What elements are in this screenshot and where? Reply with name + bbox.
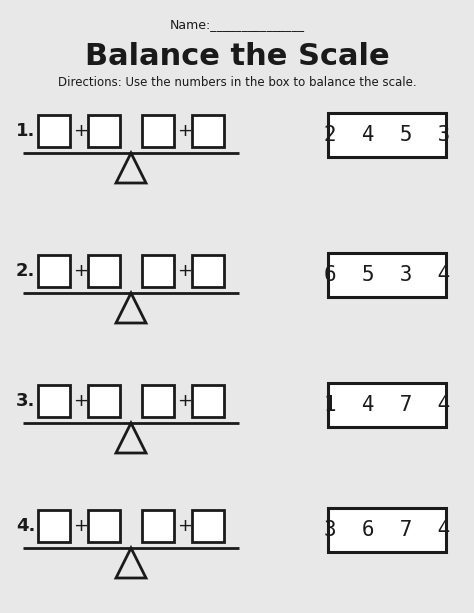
Text: 2  4  5  3: 2 4 5 3 xyxy=(324,125,450,145)
Text: 2.: 2. xyxy=(16,262,36,280)
Bar xyxy=(142,510,174,542)
Text: Directions: Use the numbers in the box to balance the scale.: Directions: Use the numbers in the box t… xyxy=(58,76,416,89)
Text: +: + xyxy=(73,122,89,140)
Bar xyxy=(192,510,224,542)
Text: +: + xyxy=(177,517,192,535)
Text: +: + xyxy=(177,122,192,140)
Bar xyxy=(142,385,174,417)
Bar xyxy=(192,255,224,287)
Text: 3.: 3. xyxy=(16,392,36,410)
Bar xyxy=(328,508,446,552)
Text: 4.: 4. xyxy=(16,517,36,535)
Bar xyxy=(192,385,224,417)
Text: +: + xyxy=(73,262,89,280)
Text: 6  5  3  4: 6 5 3 4 xyxy=(324,265,450,285)
Bar xyxy=(38,115,70,147)
Bar xyxy=(142,255,174,287)
Bar xyxy=(192,115,224,147)
Bar xyxy=(88,255,120,287)
Bar xyxy=(88,385,120,417)
Bar xyxy=(328,253,446,297)
Text: 1  4  7  4: 1 4 7 4 xyxy=(324,395,450,415)
Text: +: + xyxy=(73,392,89,410)
Text: +: + xyxy=(73,517,89,535)
Bar xyxy=(38,510,70,542)
Bar xyxy=(38,255,70,287)
Text: +: + xyxy=(177,262,192,280)
Text: 1.: 1. xyxy=(16,122,36,140)
Bar xyxy=(38,385,70,417)
Text: +: + xyxy=(177,392,192,410)
Text: Name:_______________: Name:_______________ xyxy=(170,18,304,31)
Text: 3  6  7  4: 3 6 7 4 xyxy=(324,520,450,540)
Bar xyxy=(328,113,446,157)
Text: Balance the Scale: Balance the Scale xyxy=(85,42,389,71)
Bar xyxy=(328,383,446,427)
Bar xyxy=(88,115,120,147)
Bar xyxy=(142,115,174,147)
Bar xyxy=(88,510,120,542)
